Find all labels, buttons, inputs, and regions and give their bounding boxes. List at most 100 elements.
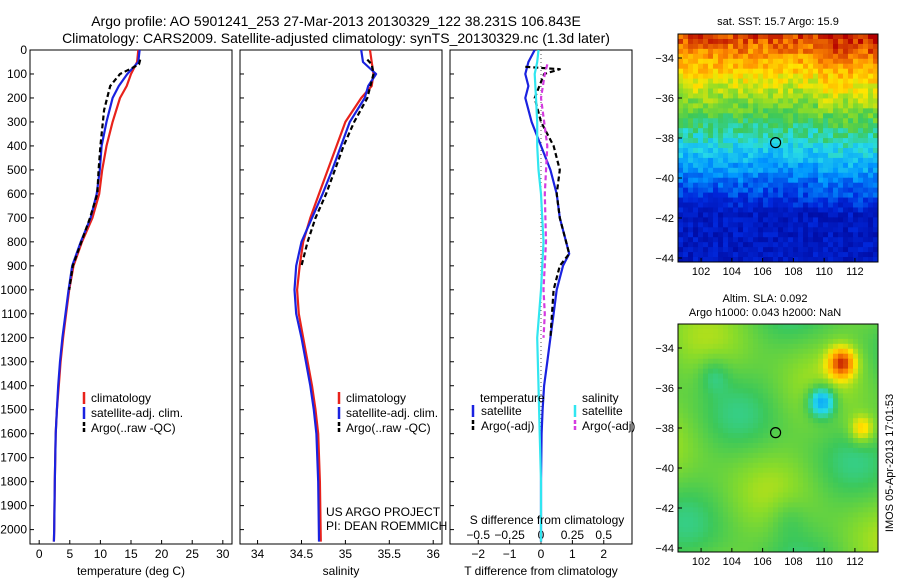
map-cell	[773, 492, 779, 499]
map-cell	[693, 217, 699, 223]
map-cell	[688, 187, 694, 194]
map-cell	[808, 192, 814, 199]
map-cell	[708, 252, 714, 258]
map-cell	[773, 447, 779, 454]
map-cell	[753, 328, 759, 335]
map-cell	[843, 83, 849, 90]
map-cell	[748, 457, 754, 464]
map-cell	[713, 512, 719, 518]
map-cell	[853, 98, 859, 104]
map-cell	[853, 48, 859, 55]
map-cell	[873, 368, 878, 375]
map-cell	[838, 247, 844, 253]
map-cell	[718, 257, 724, 262]
map-cell	[773, 413, 779, 419]
map-cell	[678, 113, 684, 119]
map-cell	[753, 98, 759, 104]
map-cell	[783, 343, 789, 350]
map-cell	[858, 118, 864, 124]
map-cell	[828, 58, 834, 65]
map-cell	[798, 487, 804, 494]
map-cell	[868, 532, 874, 538]
map-cell	[718, 373, 724, 380]
map-cell	[743, 93, 749, 100]
map-cell	[748, 78, 754, 85]
map-cell	[738, 93, 744, 100]
map-cell	[783, 73, 789, 80]
map-cell	[838, 152, 844, 159]
map-cell	[733, 207, 739, 214]
map-cell	[693, 78, 699, 85]
map-cell	[723, 527, 729, 533]
map-cell	[833, 242, 839, 248]
map-cell	[758, 482, 764, 489]
map-cell	[708, 373, 714, 380]
map-cell	[808, 177, 814, 184]
map-cell	[863, 148, 869, 154]
map-cell	[863, 348, 869, 355]
map-cell	[678, 492, 684, 499]
map-cell	[783, 133, 789, 139]
map-cell	[678, 53, 684, 60]
map-cell	[763, 138, 769, 144]
map-cell	[718, 152, 724, 159]
map-cell	[783, 418, 789, 424]
map-cell	[818, 113, 824, 119]
map-cell	[733, 358, 739, 365]
map-cell	[818, 93, 824, 100]
map-cell	[788, 88, 794, 95]
map-cell	[688, 487, 694, 494]
map-cell	[698, 363, 704, 370]
map-cell	[713, 187, 719, 194]
map-cell	[688, 472, 694, 479]
map-cell	[803, 63, 809, 70]
map-cell	[688, 403, 694, 409]
map-cell	[733, 328, 739, 335]
x-tick-label: 1	[569, 547, 576, 561]
map-cell	[853, 133, 859, 139]
map-cell	[693, 438, 699, 444]
map-cell	[828, 217, 834, 223]
map-cell	[783, 542, 789, 548]
map-cell	[753, 423, 759, 429]
map-cell	[713, 517, 719, 523]
map-cell	[783, 388, 789, 394]
map-cell	[808, 358, 814, 365]
map-cell	[728, 197, 734, 204]
map-cell	[863, 477, 869, 484]
map-cell	[688, 353, 694, 360]
map-cell	[738, 103, 744, 109]
salinity-x-axis-label: salinity	[323, 564, 360, 578]
map-cell	[813, 438, 819, 444]
map-y-tick-label: −34	[655, 53, 674, 65]
legend-label-t-argo: Argo(-adj)	[481, 419, 534, 433]
map-cell	[853, 502, 859, 508]
map-cell	[873, 133, 878, 139]
map-cell	[793, 457, 799, 464]
map-cell	[753, 507, 759, 513]
map-cell	[713, 522, 719, 528]
map-cell	[713, 428, 719, 434]
map-cell	[728, 368, 734, 375]
map-cell	[793, 177, 799, 184]
map-cell	[733, 393, 739, 399]
map-cell	[863, 237, 869, 243]
map-cell	[683, 452, 689, 459]
map-cell	[763, 408, 769, 414]
map-cell	[733, 222, 739, 228]
map-cell	[873, 237, 878, 243]
map-cell	[758, 128, 764, 134]
map-cell	[688, 477, 694, 484]
map-cell	[838, 333, 844, 340]
map-cell	[783, 157, 789, 164]
depth-tick-label: 400	[7, 139, 27, 153]
map-cell	[833, 324, 839, 330]
map-cell	[773, 452, 779, 459]
map-cell	[708, 68, 714, 75]
map-cell	[723, 507, 729, 513]
map-cell	[838, 113, 844, 119]
map-cell	[868, 348, 874, 355]
map-cell	[753, 418, 759, 424]
map-cell	[823, 34, 829, 40]
map-cell	[868, 537, 874, 543]
